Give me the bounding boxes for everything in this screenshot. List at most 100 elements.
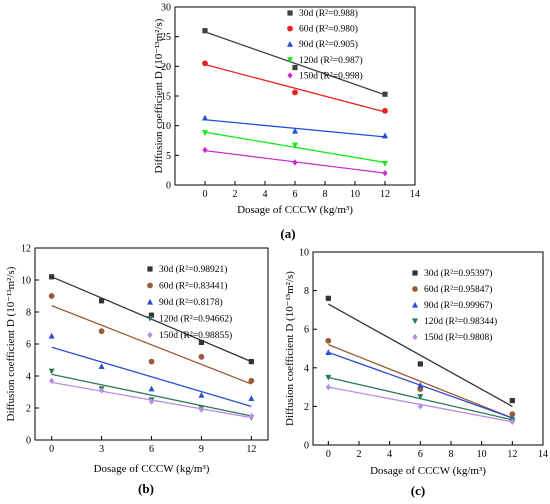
y-tick-label: 10 (21, 276, 31, 287)
data-point (98, 387, 105, 394)
legend-marker (147, 266, 153, 272)
y-tick-label: 10 (161, 121, 171, 132)
legend-entry: 30d (R²=0.988) (299, 8, 358, 19)
data-point (325, 374, 332, 381)
x-tick-label: 2 (357, 449, 362, 460)
x-axis-label: Dosage of CCCW (kg/m³) (237, 204, 353, 216)
fit-line (204, 31, 386, 96)
x-tick-label: 9 (199, 444, 204, 455)
y-tick-label: 0 (304, 441, 309, 452)
y-tick-label: 5 (166, 151, 171, 162)
data-point (148, 398, 155, 405)
legend-entry: 120d (R²=0.94662) (159, 314, 232, 325)
x-axis-label: Dosage of CCCW (kg/m³) (370, 465, 486, 477)
data-point (48, 293, 55, 299)
y-axis-label: Diffusion coefficient D (10⁻¹³m²/s) (5, 266, 17, 421)
data-point (417, 381, 424, 388)
x-tick-label: 8 (323, 189, 328, 200)
chart-panel: 0 2 4 6 8 10 12 14 0 2 4 6 8 10 Dosage of CCCW (kg/m³)… (284, 248, 548, 499)
data-point (248, 359, 254, 365)
data-point (417, 361, 423, 367)
x-tick-label: 6 (293, 189, 298, 200)
y-tick-label: 20 (161, 62, 171, 73)
chart-panel: 0 2 4 6 8 10 12 14 0 5 10 15 20 25 30 Dosage of CCCW (k… (153, 3, 420, 242)
data-point (98, 363, 105, 369)
data-point (248, 377, 255, 384)
data-point (148, 312, 155, 318)
x-tick-label: 3 (99, 444, 104, 455)
legend-marker (412, 270, 418, 276)
y-tick-label: 0 (166, 181, 171, 192)
legend-marker (147, 282, 153, 289)
legend-marker (287, 25, 293, 32)
data-point (382, 169, 388, 177)
x-tick-label: 14 (538, 449, 548, 460)
y-axis-label: Diffusion coefficient D (10⁻¹³m²/s) (284, 271, 296, 426)
data-point (202, 114, 208, 121)
x-tick-label: 0 (203, 189, 208, 200)
fit-line (51, 304, 252, 385)
data-point (292, 159, 298, 166)
data-point (325, 295, 331, 301)
legend-entry: 120d (R²=0.987) (299, 55, 363, 66)
legend-entry: 60d (R²=0.95847) (424, 284, 492, 295)
panel-caption: (b) (138, 481, 154, 496)
legend-entry: 150d (R²=0.998) (299, 70, 363, 81)
legend-marker (147, 315, 153, 322)
x-tick-label: 0 (326, 449, 331, 460)
y-tick-label: 6 (26, 340, 31, 351)
data-point (382, 161, 388, 167)
x-tick-label: 0 (49, 444, 54, 455)
data-point (198, 392, 205, 398)
y-tick-label: 2 (26, 404, 31, 415)
x-tick-label: 10 (350, 189, 360, 200)
y-tick-label: 30 (161, 3, 171, 14)
data-point (292, 127, 298, 134)
data-point (198, 339, 205, 345)
data-point (292, 142, 298, 149)
data-point (48, 368, 55, 375)
x-axis-label: Dosage of CCCW (kg/m³) (94, 463, 210, 475)
x-tick-label: 4 (263, 189, 268, 200)
data-point (417, 394, 424, 400)
data-point (248, 412, 254, 420)
y-tick-label: 0 (26, 436, 31, 447)
panel-caption: (c) (411, 483, 425, 498)
fit-line (204, 63, 386, 113)
y-tick-label: 25 (161, 32, 171, 43)
data-point (417, 403, 423, 410)
legend-entry: 150d (R²=0.9808) (424, 332, 492, 343)
data-point (148, 385, 155, 392)
legend-marker (287, 41, 293, 47)
data-point (382, 132, 388, 139)
legend-entry: 60d (R²=0.980) (299, 24, 358, 35)
data-point (325, 337, 332, 344)
data-point (98, 328, 105, 335)
x-tick-label: 14 (410, 189, 420, 200)
y-tick-label: 15 (161, 92, 171, 103)
y-tick-label: 6 (304, 325, 309, 336)
data-point (248, 395, 255, 401)
legend-entry: 60d (R²=0.83441) (159, 281, 227, 292)
data-point (509, 418, 515, 426)
legend-marker (412, 286, 418, 292)
x-tick-label: 12 (507, 449, 517, 460)
data-point (48, 332, 55, 339)
legend-marker (412, 301, 418, 308)
legend-marker (147, 331, 153, 339)
data-point (382, 107, 388, 114)
data-point (198, 353, 205, 360)
legend-entry: 30d (R²=0.95397) (424, 268, 492, 279)
data-point (292, 64, 298, 71)
plot-frame (34, 247, 269, 441)
fit-line (328, 344, 513, 419)
legend-entry: 90d (R²=0.8178) (159, 297, 223, 308)
data-point (49, 274, 55, 280)
data-point (98, 298, 105, 304)
fit-line (51, 346, 252, 408)
data-point (198, 406, 205, 413)
legend-marker (287, 72, 293, 79)
data-point (202, 146, 208, 154)
x-tick-label: 2 (233, 189, 238, 200)
